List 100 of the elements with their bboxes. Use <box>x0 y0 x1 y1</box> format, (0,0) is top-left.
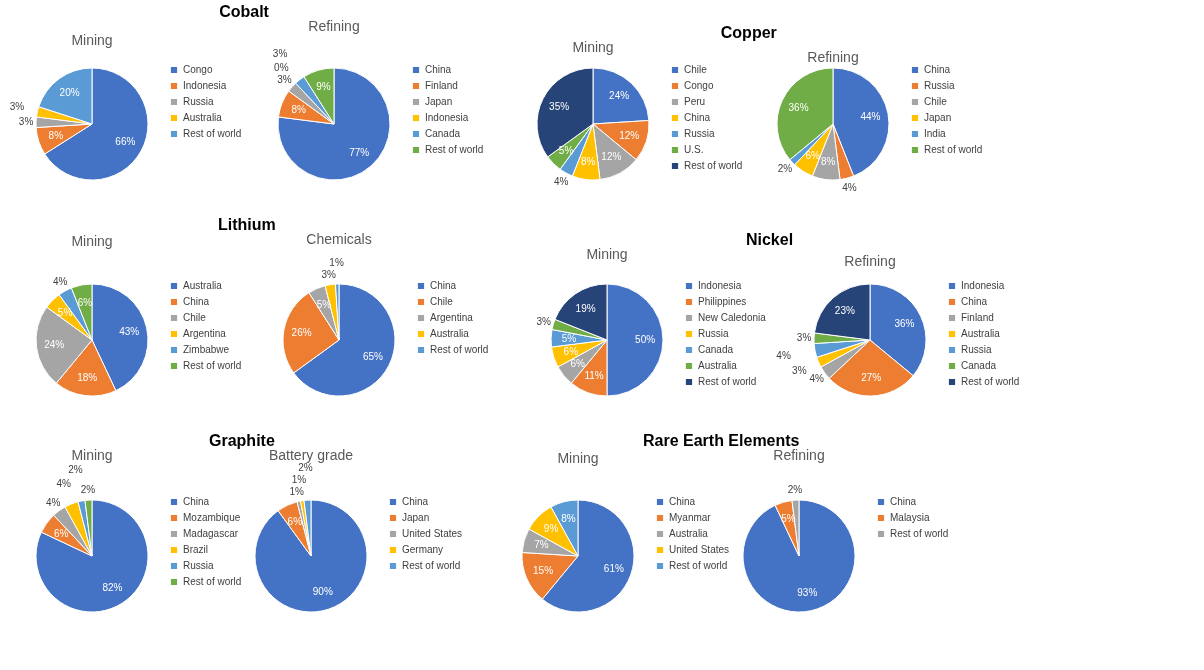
legend-label: Peru <box>684 96 706 107</box>
legend-label: Australia <box>961 328 1001 339</box>
chart-title: Mining <box>557 449 599 466</box>
legend-label: Rest of world <box>669 560 728 571</box>
data-label: 24% <box>609 90 630 102</box>
text: Nickel <box>745 231 794 249</box>
legend-label: Myanmar <box>669 512 712 523</box>
data-label: 36% <box>894 317 915 329</box>
data-label: 50% <box>635 334 656 345</box>
legend-label: China <box>425 64 452 75</box>
legend-label: New Caledonia <box>698 312 767 323</box>
legend-label: Mozambique <box>183 512 241 523</box>
legend-label: Malaysia <box>890 512 930 523</box>
chart-title: Refining <box>773 447 825 464</box>
text: Graphite <box>209 432 275 450</box>
data-label: 24% <box>44 338 65 350</box>
data-label: 8% <box>291 103 306 115</box>
data-label: 6% <box>53 527 69 539</box>
legend-label: Argentina <box>430 312 474 323</box>
legend-label: Australia <box>698 360 738 371</box>
data-label: 7% <box>534 539 549 551</box>
legend-label: Rest of world <box>698 376 757 387</box>
data-label: 43% <box>119 325 140 337</box>
data-label: 12% <box>601 151 622 163</box>
text: Copper <box>720 23 777 41</box>
legend-label: China <box>430 280 457 291</box>
data-label: 6% <box>805 150 820 162</box>
legend-label: Russia <box>961 344 992 355</box>
legend-label: Japan <box>924 112 952 123</box>
data-label: 4% <box>842 181 857 193</box>
legend-label: Philippines <box>698 296 747 307</box>
chart-title: Chemicals <box>306 231 372 248</box>
data-label: 6% <box>563 345 579 357</box>
legend-label: Argentina <box>183 328 227 339</box>
text: Lithium <box>217 216 276 234</box>
legend-label: Rest of world <box>430 344 489 355</box>
data-label: 6% <box>570 358 585 370</box>
data-label: 93% <box>797 587 818 599</box>
legend-label: Indonesia <box>698 280 742 291</box>
data-label: 8% <box>48 129 64 141</box>
legend-label: Australia <box>430 328 470 339</box>
data-label: 20% <box>59 87 80 99</box>
text: 0% <box>274 61 289 73</box>
data-label: 5% <box>561 332 577 344</box>
data-label: 9% <box>543 523 559 535</box>
data-label: 8% <box>581 155 596 167</box>
chart-title: Mining <box>71 232 113 249</box>
data-label: 3% <box>9 101 25 113</box>
legend-label: China <box>183 296 210 307</box>
data-label: 4% <box>553 175 569 187</box>
legend-label: Russia <box>924 80 955 91</box>
legend-label: Australia <box>183 280 223 291</box>
legend-label: China <box>183 496 210 507</box>
data-label: 3% <box>277 74 292 86</box>
legend-label: Australia <box>669 528 709 539</box>
legend-label: Finland <box>961 312 994 323</box>
data-label: 8% <box>561 513 576 525</box>
legend-label: Chile <box>183 312 207 323</box>
legend-label: Russia <box>698 328 729 339</box>
chart-title: Mining <box>71 447 113 464</box>
legend-label: China <box>961 296 988 307</box>
data-label: 2% <box>68 463 83 475</box>
legend-label: United States <box>402 528 463 539</box>
legend-label: Germany <box>402 544 444 555</box>
data-label: 90% <box>312 586 333 598</box>
legend-label: China <box>402 496 429 507</box>
legend-label: Canada <box>698 344 734 355</box>
legend-label: Brazil <box>183 544 209 555</box>
data-label: 15% <box>533 565 554 577</box>
data-label: 66% <box>115 136 136 148</box>
text: Rare Earth Elements <box>642 432 800 450</box>
legend-label: United States <box>669 544 730 555</box>
legend-label: Chile <box>924 96 948 107</box>
legend-label: Rest of world <box>402 560 461 571</box>
legend-label: Canada <box>961 360 997 371</box>
data-label: 9% <box>316 81 331 93</box>
legend-label: Rest of world <box>183 128 242 139</box>
data-label: 3% <box>18 115 34 127</box>
data-label: 5% <box>558 144 574 156</box>
legend-label: Indonesia <box>961 280 1005 291</box>
data-label: 82% <box>102 582 123 594</box>
legend-label: Russia <box>183 96 214 107</box>
data-label: 6% <box>77 296 93 308</box>
data-label: 8% <box>821 155 836 167</box>
data-label: 6% <box>287 515 303 527</box>
legend-label: U.S. <box>684 144 704 155</box>
data-label: 3% <box>792 364 807 376</box>
legend-label: China <box>669 496 696 507</box>
legend-label: Rest of world <box>961 376 1020 387</box>
data-label: 26% <box>291 326 312 338</box>
legend-label: Russia <box>684 128 715 139</box>
legend-label: Rest of world <box>890 528 949 539</box>
data-label: 18% <box>77 371 98 383</box>
pie-slice <box>254 499 368 613</box>
legend-label: Madagascar <box>183 528 239 539</box>
data-label: 1% <box>329 257 344 269</box>
data-label: 36% <box>788 101 809 113</box>
data-label: 2% <box>80 484 96 496</box>
legend-label: Rest of world <box>684 160 743 171</box>
data-label: 23% <box>834 305 855 317</box>
